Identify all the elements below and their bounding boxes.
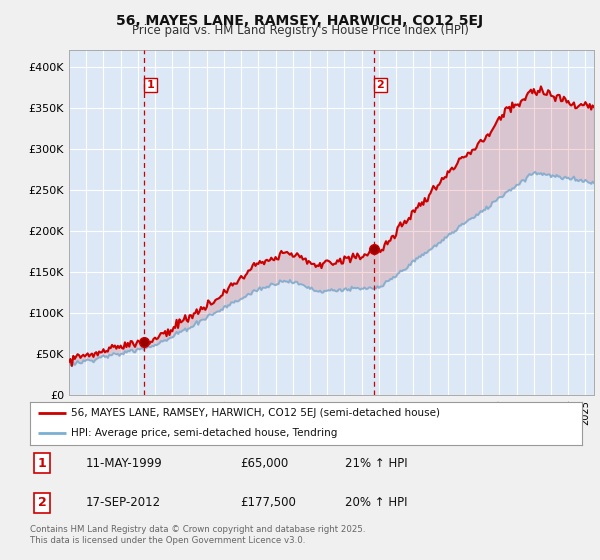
Text: 1: 1 (146, 80, 154, 90)
Text: Contains HM Land Registry data © Crown copyright and database right 2025.
This d: Contains HM Land Registry data © Crown c… (30, 525, 365, 545)
Text: HPI: Average price, semi-detached house, Tendring: HPI: Average price, semi-detached house,… (71, 428, 338, 438)
Text: 11-MAY-1999: 11-MAY-1999 (85, 457, 162, 470)
Text: 56, MAYES LANE, RAMSEY, HARWICH, CO12 5EJ: 56, MAYES LANE, RAMSEY, HARWICH, CO12 5E… (116, 14, 484, 28)
Text: £177,500: £177,500 (240, 496, 296, 509)
Text: Price paid vs. HM Land Registry's House Price Index (HPI): Price paid vs. HM Land Registry's House … (131, 24, 469, 37)
Text: 56, MAYES LANE, RAMSEY, HARWICH, CO12 5EJ (semi-detached house): 56, MAYES LANE, RAMSEY, HARWICH, CO12 5E… (71, 408, 440, 418)
Text: 1: 1 (38, 457, 47, 470)
Text: 20% ↑ HPI: 20% ↑ HPI (344, 496, 407, 509)
Text: £65,000: £65,000 (240, 457, 288, 470)
Text: 17-SEP-2012: 17-SEP-2012 (85, 496, 160, 509)
Text: 2: 2 (377, 80, 385, 90)
Text: 21% ↑ HPI: 21% ↑ HPI (344, 457, 407, 470)
Text: 2: 2 (38, 496, 47, 509)
